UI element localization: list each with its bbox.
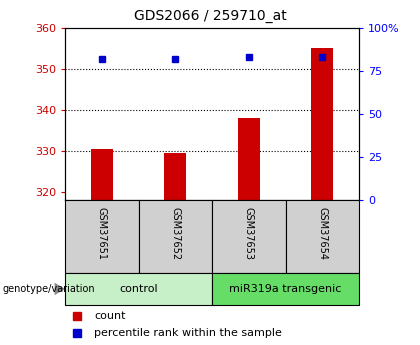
Text: GSM37653: GSM37653 (244, 207, 254, 260)
Bar (65, 200, 139, 273)
Text: GSM37652: GSM37652 (171, 207, 180, 260)
Text: GSM37651: GSM37651 (97, 207, 107, 260)
Bar (212, 200, 286, 273)
Bar (238, 118, 260, 200)
Bar (91, 149, 113, 200)
Bar (212, 273, 359, 305)
Bar (139, 200, 212, 273)
Bar (164, 153, 186, 200)
Bar (311, 48, 333, 200)
Text: miR319a transgenic: miR319a transgenic (229, 284, 342, 294)
Text: GDS2066 / 259710_at: GDS2066 / 259710_at (134, 9, 286, 23)
Bar (65, 273, 212, 305)
Bar (286, 200, 359, 273)
Text: genotype/variation: genotype/variation (2, 284, 95, 294)
Text: control: control (119, 284, 158, 294)
Polygon shape (55, 283, 65, 295)
Text: GSM37654: GSM37654 (318, 207, 327, 260)
Text: percentile rank within the sample: percentile rank within the sample (94, 328, 282, 338)
Text: count: count (94, 311, 126, 321)
